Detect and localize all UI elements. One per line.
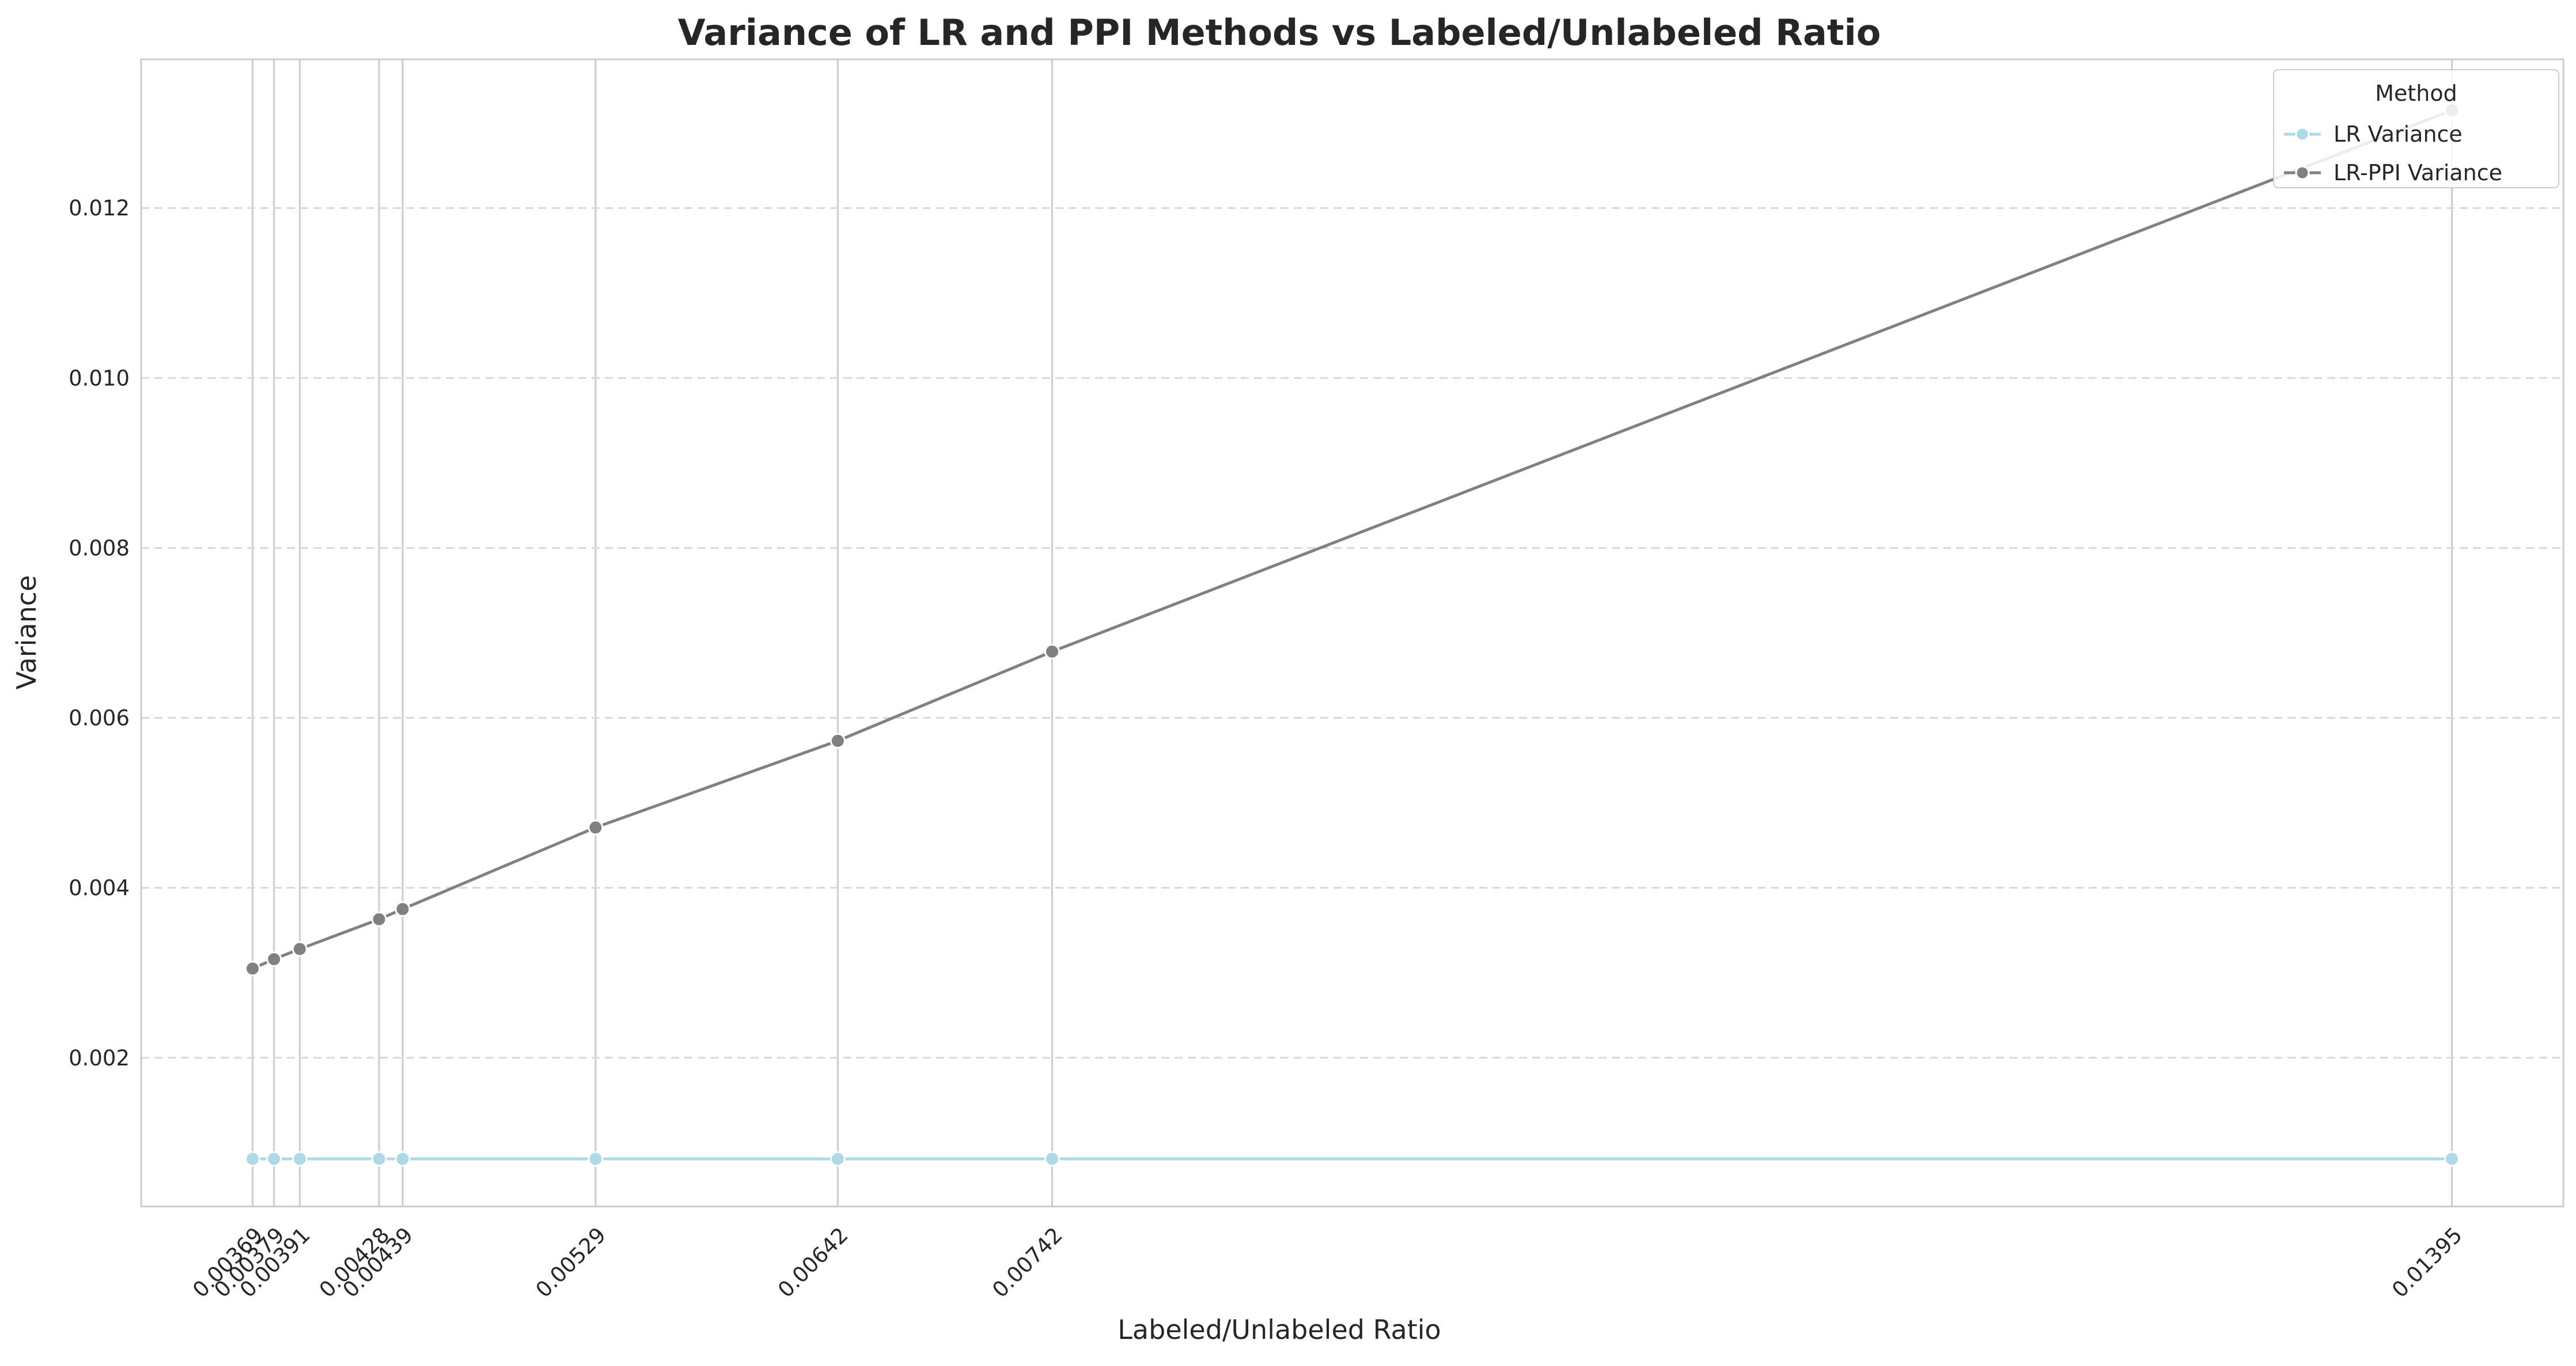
data-point xyxy=(588,1151,604,1167)
horizontal-gridlines xyxy=(141,207,2563,1059)
legend-marker xyxy=(2295,165,2310,180)
data-point xyxy=(588,819,604,836)
data-point xyxy=(395,901,411,917)
y-axis-ticks: 0.002 0.004 0.006 0.008 0.010 0.012 xyxy=(69,196,130,1071)
data-point xyxy=(395,1151,411,1167)
plot-frame xyxy=(140,58,2564,1208)
data-point xyxy=(266,1151,282,1167)
data-point xyxy=(2444,1151,2460,1167)
y-tick-label: 0.006 xyxy=(69,706,130,731)
y-tick-label: 0.010 xyxy=(69,366,130,390)
legend-label: LR Variance xyxy=(2333,122,2463,147)
y-tick-label: 0.002 xyxy=(69,1046,130,1071)
legend-box xyxy=(2273,69,2559,188)
data-point xyxy=(1044,643,1060,659)
legend-title: Method xyxy=(2375,81,2457,106)
data-point xyxy=(371,1151,387,1167)
x-axis-label: Labeled/Unlabeled Ratio xyxy=(1117,1314,1441,1345)
vertical-gridlines xyxy=(252,59,2453,1206)
y-tick-label: 0.008 xyxy=(69,536,130,560)
legend-marker xyxy=(2295,127,2310,142)
data-point xyxy=(829,733,846,749)
y-axis-label: Variance xyxy=(11,575,42,690)
data-point xyxy=(245,1151,261,1167)
data-point xyxy=(291,941,308,957)
legend: Method LR Variance LR-PPI Variance xyxy=(2273,69,2559,188)
data-point xyxy=(829,1151,846,1167)
legend-label: LR-PPI Variance xyxy=(2333,160,2502,185)
y-tick-label: 0.004 xyxy=(69,876,130,901)
data-point xyxy=(1044,1151,1060,1167)
y-tick-label: 0.012 xyxy=(69,196,130,221)
data-point xyxy=(245,961,261,977)
data-point xyxy=(291,1151,308,1167)
chart-title: Variance of LR and PPI Methods vs Labele… xyxy=(678,12,1881,54)
data-point xyxy=(371,911,387,927)
legend-items: LR Variance LR-PPI Variance xyxy=(2284,122,2502,185)
data-point xyxy=(266,951,282,967)
